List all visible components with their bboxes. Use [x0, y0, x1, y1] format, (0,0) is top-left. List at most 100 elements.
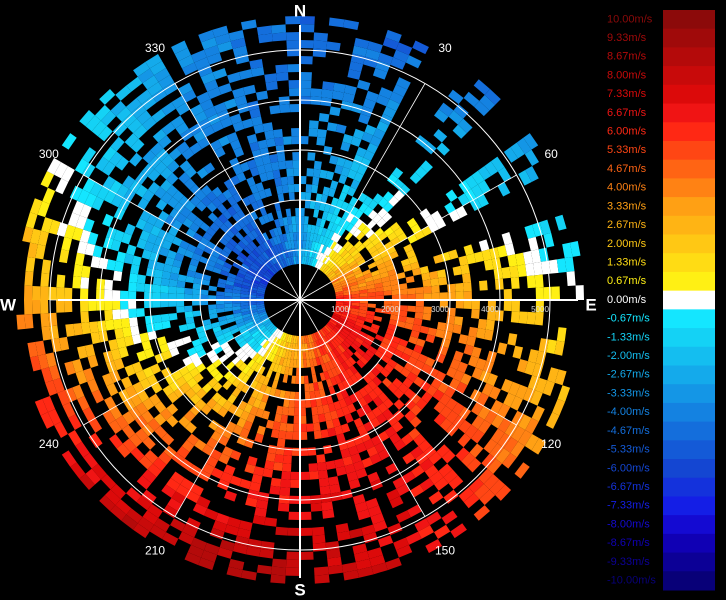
radar-bin	[200, 289, 209, 296]
radar-bin	[409, 415, 422, 428]
radar-bin	[284, 366, 290, 376]
radar-bin	[328, 476, 340, 486]
radar-bin	[284, 224, 290, 234]
radar-bin	[411, 465, 425, 478]
radar-bin	[337, 247, 346, 256]
legend-label: -9.33m/s	[607, 556, 650, 568]
radar-bin	[357, 258, 366, 266]
radar-bin	[547, 367, 559, 383]
radar-bin	[470, 429, 485, 444]
radar-bin	[463, 493, 480, 509]
radar-bin	[227, 374, 238, 384]
radar-bin	[271, 32, 287, 42]
radar-bin	[358, 202, 369, 213]
radar-bin	[365, 48, 381, 61]
radar-bin	[330, 197, 339, 207]
radar-bin	[287, 407, 295, 416]
radar-bin	[261, 410, 270, 420]
radar-bin	[455, 291, 464, 300]
radar-bin	[429, 270, 439, 280]
radar-bin	[402, 471, 416, 484]
radar-bin	[161, 154, 175, 168]
radar-bin	[363, 438, 375, 450]
radar-bin	[281, 349, 287, 358]
radar-bin	[251, 342, 260, 351]
radar-bin	[217, 203, 227, 214]
radar-bin	[342, 264, 351, 272]
radar-bin	[314, 259, 320, 268]
radar-bin	[76, 345, 88, 360]
radar-bin	[171, 95, 186, 109]
radar-bin	[169, 208, 181, 220]
radar-bin	[431, 292, 440, 300]
legend-label: 4.00m/s	[607, 182, 647, 194]
radar-bin	[166, 415, 179, 428]
azimuth-spoke	[174, 83, 301, 301]
radar-bin	[40, 313, 50, 328]
radar-bin	[352, 339, 362, 348]
radar-bin	[322, 265, 330, 274]
radar-bin	[300, 511, 312, 520]
radar-bin	[258, 400, 267, 411]
radar-bin	[321, 211, 329, 221]
radar-bin	[360, 431, 371, 443]
radar-bin	[159, 343, 170, 354]
radar-bin	[130, 264, 140, 275]
radar-bin	[142, 436, 156, 450]
radar-bin	[338, 332, 347, 341]
radar-bin	[305, 240, 310, 249]
legend-label: 0.00m/s	[607, 294, 647, 306]
compass-e: E	[585, 295, 596, 314]
radar-bin	[284, 390, 291, 400]
radar-bin	[235, 275, 244, 282]
radar-bin	[325, 170, 335, 181]
radar-bin	[453, 104, 469, 119]
radar-bin	[232, 212, 242, 223]
radar-bin	[310, 350, 316, 359]
radar-bin	[198, 29, 215, 43]
radar-bin	[377, 535, 394, 548]
radar-bin	[158, 74, 174, 89]
radar-bin	[315, 217, 322, 227]
radar-bin	[273, 128, 283, 139]
radar-bin	[129, 433, 143, 448]
radar-bin	[407, 356, 418, 366]
radar-bin	[247, 396, 257, 406]
radar-bin	[434, 109, 449, 123]
radar-bin	[338, 259, 347, 268]
radar-bin	[243, 318, 253, 325]
radar-bin	[151, 109, 166, 123]
radar-bin	[160, 167, 173, 180]
radar-bin	[244, 257, 254, 265]
radar-bin	[89, 182, 103, 197]
radar-bin	[287, 240, 292, 250]
radar-bin	[389, 91, 404, 104]
radar-bin	[242, 260, 252, 268]
radar-bin	[153, 269, 164, 279]
radar-bin	[227, 272, 237, 279]
radar-bin	[495, 484, 512, 501]
radar-bin	[120, 317, 131, 329]
radar-bin	[390, 236, 401, 246]
radar-bin	[318, 243, 325, 253]
radar-bin	[311, 184, 319, 194]
radar-bin	[530, 249, 541, 264]
radar-bin	[184, 293, 193, 300]
radar-bin	[336, 157, 346, 167]
radar-bin	[136, 282, 145, 292]
radar-bin	[189, 222, 200, 233]
radar-bin	[290, 351, 295, 360]
radar-bin	[271, 379, 279, 389]
radar-bin	[407, 293, 416, 300]
radar-bin	[353, 172, 364, 183]
radar-bin	[330, 232, 338, 242]
radar-bin	[79, 109, 95, 127]
radar-bin	[378, 448, 390, 461]
radar-bin	[258, 282, 268, 288]
legend-label: 8.00m/s	[607, 69, 647, 81]
radar-bin	[410, 446, 424, 459]
radar-bin	[343, 267, 352, 274]
range-label: 4000	[481, 305, 499, 314]
radar-bin	[286, 168, 294, 177]
radar-bin	[249, 340, 258, 349]
